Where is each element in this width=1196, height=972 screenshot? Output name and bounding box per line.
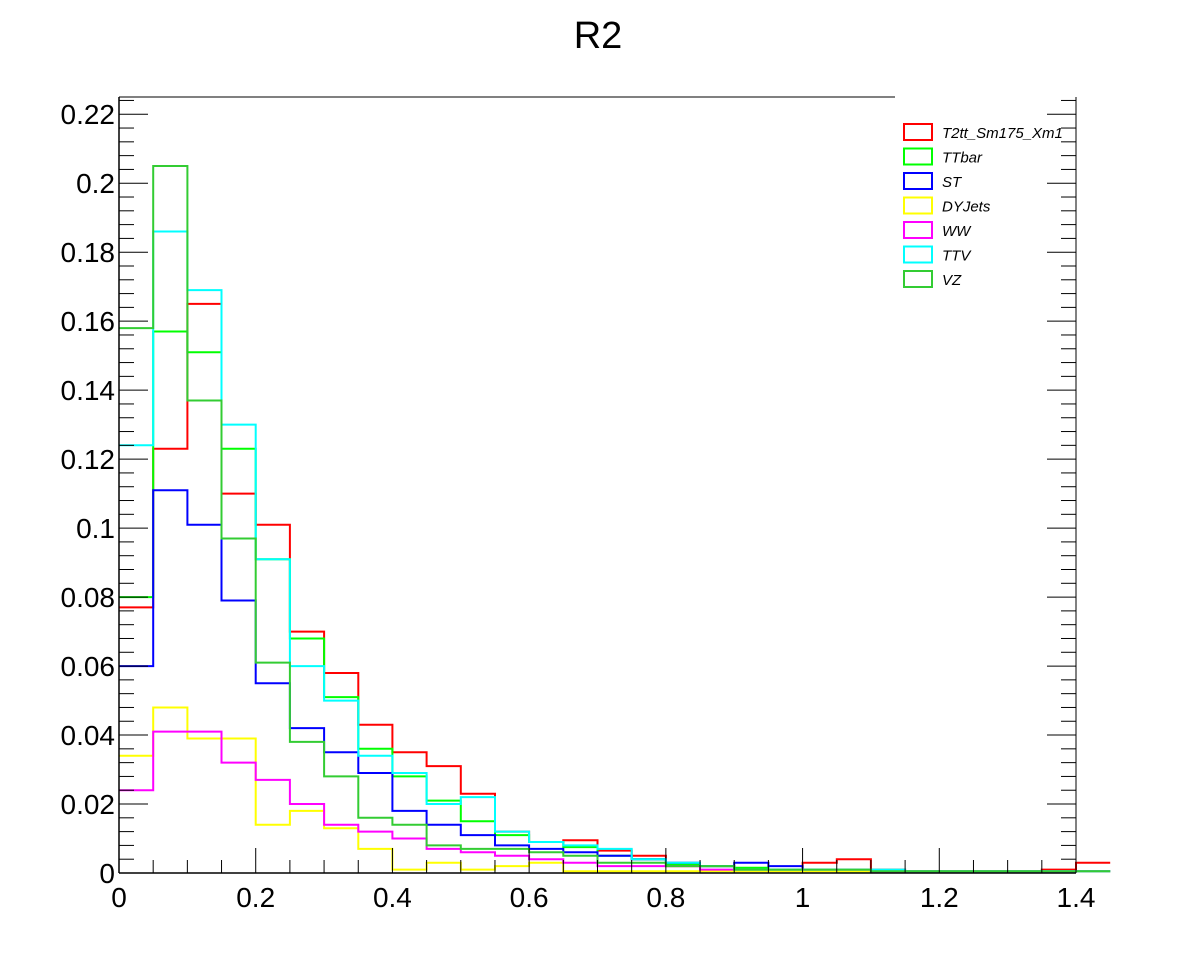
legend-swatch (903, 245, 933, 264)
legend-label: TTbar (942, 150, 983, 167)
y-tick-label: 0 (99, 858, 115, 889)
y-tick-label: 0.16 (61, 306, 116, 337)
x-tick-label: 0.8 (646, 882, 685, 913)
y-tick-label: 0.1 (76, 513, 115, 544)
legend-swatch (903, 196, 933, 215)
y-tick-label: 0.06 (61, 651, 116, 682)
legend-label: VZ (942, 272, 962, 289)
legend: T2tt_Sm175_Xm1 TTbar ST DYJets WW TTV VZ (903, 123, 1063, 289)
legend-label: DYJets (942, 199, 991, 216)
x-tick-label: 0.6 (510, 882, 549, 913)
legend-swatch (903, 270, 933, 288)
x-tick-label: 1.4 (1057, 882, 1096, 913)
y-tick-label: 0.02 (61, 789, 116, 820)
x-tick-label: 1.2 (920, 882, 959, 913)
axes-layer: 0 0.02 0.04 0.06 0.08 0.1 0.12 0.14 0.16 0.18 0.2 0… (61, 96, 1096, 913)
x-tick-label: 0.2 (236, 882, 275, 913)
legend-swatch (903, 147, 933, 166)
legend-swatch (903, 221, 933, 239)
legend-label: ST (942, 174, 963, 191)
x-tick-label: 1 (795, 882, 811, 913)
legend-label: T2tt_Sm175_Xm1 (942, 125, 1063, 142)
y-tick-label: 0.14 (61, 375, 116, 406)
y-tick-label: 0.2 (76, 168, 115, 199)
legend-swatch (903, 172, 933, 190)
legend-label: WW (942, 223, 972, 240)
chart-title: R2 (574, 15, 623, 57)
x-tick-label: 0.4 (373, 882, 412, 913)
legend-swatch (903, 123, 933, 141)
x-tick-label: 0 (111, 882, 127, 913)
y-tick-label: 0.04 (61, 720, 116, 751)
y-tick-label: 0.12 (61, 444, 116, 475)
y-tick-label: 0.08 (61, 582, 116, 613)
y-tick-label: 0.18 (61, 237, 116, 268)
legend-label: TTV (942, 248, 972, 265)
y-tick-label: 0.22 (61, 99, 116, 130)
